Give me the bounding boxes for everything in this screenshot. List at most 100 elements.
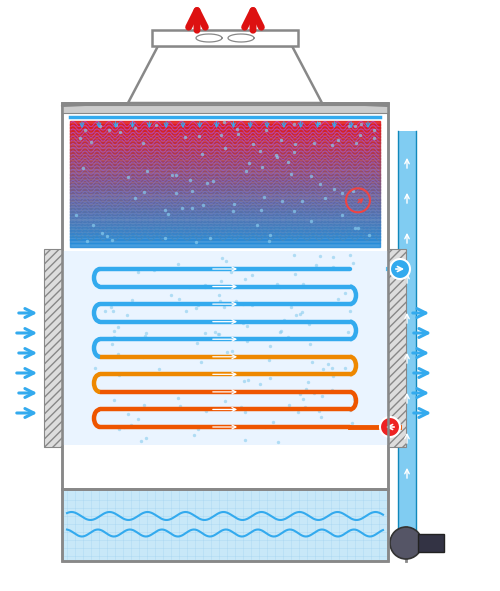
Circle shape (380, 417, 400, 437)
Point (188, 203, 196, 213)
Point (284, 332, 292, 342)
Point (292, 139, 300, 148)
Point (108, 339, 116, 349)
Point (262, 423, 270, 432)
Point (168, 290, 175, 300)
Point (319, 364, 327, 374)
Point (248, 271, 256, 280)
Point (330, 184, 338, 194)
Point (217, 277, 225, 286)
Point (172, 189, 180, 198)
Point (215, 329, 223, 339)
Point (350, 395, 358, 404)
Point (266, 374, 274, 383)
Point (292, 310, 300, 320)
Point (86, 137, 94, 147)
Bar (70, 236, 380, 241)
Point (342, 363, 349, 373)
Point (114, 422, 122, 431)
Point (210, 327, 218, 337)
Point (182, 306, 190, 316)
Point (310, 388, 318, 397)
Point (302, 316, 310, 326)
Point (156, 364, 164, 374)
Point (294, 407, 302, 417)
Point (299, 394, 307, 404)
Bar (70, 158, 380, 162)
Point (317, 413, 325, 422)
Bar (70, 242, 380, 246)
Point (338, 211, 346, 220)
Bar (70, 136, 380, 140)
Point (160, 205, 168, 215)
Point (240, 376, 248, 385)
Point (137, 436, 145, 446)
Point (306, 339, 314, 349)
Point (196, 131, 203, 140)
Bar (70, 233, 380, 237)
Point (223, 348, 231, 357)
Point (108, 302, 116, 311)
Point (265, 236, 273, 246)
Bar (70, 211, 380, 215)
Point (201, 329, 209, 338)
Point (202, 281, 209, 290)
Point (174, 393, 182, 402)
Point (266, 341, 274, 350)
Point (76, 133, 84, 142)
Point (266, 230, 274, 239)
Point (334, 294, 342, 303)
Point (221, 396, 229, 405)
Point (152, 120, 160, 129)
Point (253, 220, 261, 229)
Point (190, 431, 198, 440)
Point (324, 359, 332, 369)
Point (269, 417, 277, 427)
Bar (70, 174, 380, 178)
Point (81, 126, 89, 135)
Point (328, 385, 336, 395)
Point (80, 163, 88, 173)
Point (237, 402, 245, 411)
Point (192, 237, 200, 246)
Point (276, 327, 284, 336)
Point (114, 350, 122, 359)
Point (358, 119, 366, 129)
Point (315, 119, 323, 128)
Bar (70, 217, 380, 222)
Bar (70, 152, 380, 156)
Point (277, 326, 285, 336)
Point (143, 166, 151, 176)
Point (242, 274, 250, 284)
Point (98, 229, 106, 238)
Point (112, 121, 120, 130)
Point (142, 328, 150, 337)
Point (124, 173, 132, 182)
Point (346, 405, 354, 415)
Point (164, 209, 172, 218)
Point (241, 407, 249, 417)
Point (344, 327, 352, 336)
Point (198, 200, 206, 210)
Point (276, 282, 284, 291)
Point (298, 307, 306, 316)
Point (221, 144, 229, 153)
Point (110, 306, 118, 316)
Point (228, 207, 236, 216)
Point (298, 196, 306, 206)
Point (305, 320, 313, 329)
Point (186, 176, 194, 185)
Point (356, 131, 364, 140)
Point (256, 146, 264, 155)
Point (349, 186, 357, 195)
Point (202, 406, 210, 415)
Point (287, 302, 295, 311)
Bar (70, 220, 380, 225)
Point (276, 135, 284, 145)
Point (108, 235, 116, 244)
Bar (70, 139, 380, 144)
Point (178, 203, 186, 213)
Point (92, 405, 100, 414)
Point (206, 233, 214, 242)
Point (352, 138, 360, 147)
